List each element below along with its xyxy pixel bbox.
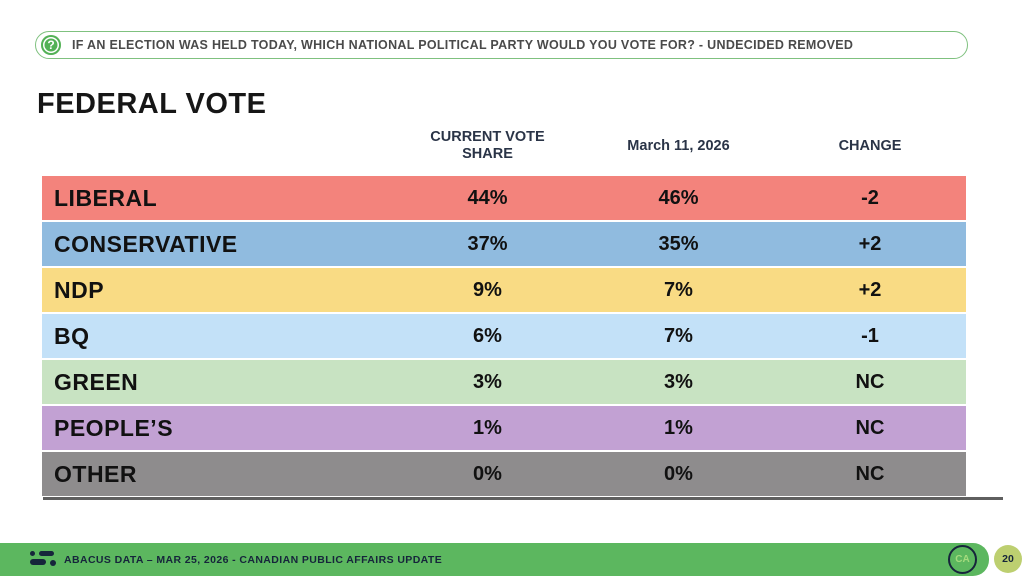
question-bubble-icon: ? xyxy=(41,35,61,55)
party-name: NDP xyxy=(54,276,105,303)
question-bar: ? IF AN ELECTION WAS HELD TODAY, WHICH N… xyxy=(35,31,968,59)
current-share-value: 3% xyxy=(473,370,502,393)
current-share-value: 0% xyxy=(473,462,502,485)
ca-badge-icon: CA xyxy=(948,545,977,574)
previous-share-value: 7% xyxy=(664,324,693,347)
vote-table: LIBERAL 44% 46% -2 CONSERVATIVE 37% 35% … xyxy=(42,176,966,498)
header-current-vote-share: CURRENT VOTE SHARE xyxy=(430,129,545,162)
current-share-value: 44% xyxy=(467,186,508,209)
change-value: -2 xyxy=(861,186,879,209)
current-share-value: 1% xyxy=(473,416,502,439)
change-value: -1 xyxy=(861,324,879,347)
change-value: +2 xyxy=(858,278,882,301)
table-row: NDP 9% 7% +2 xyxy=(42,268,966,312)
previous-share-value: 3% xyxy=(664,370,693,393)
table-row: CONSERVATIVE 37% 35% +2 xyxy=(42,222,966,266)
table-row: LIBERAL 44% 46% -2 xyxy=(42,176,966,220)
party-name: GREEN xyxy=(54,368,139,395)
previous-share-value: 0% xyxy=(664,462,693,485)
previous-share-value: 46% xyxy=(658,186,699,209)
page-number-badge: 20 xyxy=(994,545,1022,573)
footer-bar: ABACUS DATA – MAR 25, 2026 - CANADIAN PU… xyxy=(0,543,989,576)
question-text: IF AN ELECTION WAS HELD TODAY, WHICH NAT… xyxy=(72,38,854,52)
previous-share-value: 35% xyxy=(658,232,699,255)
party-name: LIBERAL xyxy=(54,184,158,211)
header-change: CHANGE xyxy=(838,138,902,154)
change-value: NC xyxy=(855,416,885,439)
change-value: NC xyxy=(855,462,885,485)
header-march-11-2026: March 11, 2026 xyxy=(627,138,730,154)
previous-share-value: 1% xyxy=(664,416,693,439)
change-value: +2 xyxy=(858,232,882,255)
party-name: BQ xyxy=(54,322,90,349)
previous-share-value: 7% xyxy=(664,278,693,301)
table-row: OTHER 0% 0% NC xyxy=(42,452,966,496)
table-row: PEOPLE’S 1% 1% NC xyxy=(42,406,966,450)
current-share-value: 37% xyxy=(467,232,508,255)
change-value: NC xyxy=(855,370,885,393)
abacus-data-logo-icon xyxy=(30,551,56,568)
table-header-row: CURRENT VOTE SHARE March 11, 2026 CHANGE xyxy=(42,124,966,168)
party-name: CONSERVATIVE xyxy=(54,230,238,257)
party-name: PEOPLE’S xyxy=(54,414,174,441)
table-row: BQ 6% 7% -1 xyxy=(42,314,966,358)
table-bottom-border xyxy=(43,497,1003,500)
page-title: FEDERAL VOTE xyxy=(37,88,267,120)
table-row: GREEN 3% 3% NC xyxy=(42,360,966,404)
current-share-value: 6% xyxy=(473,324,502,347)
current-share-value: 9% xyxy=(473,278,502,301)
party-name: OTHER xyxy=(54,460,137,487)
footer-source-text: ABACUS DATA – MAR 25, 2026 - CANADIAN PU… xyxy=(64,553,443,566)
